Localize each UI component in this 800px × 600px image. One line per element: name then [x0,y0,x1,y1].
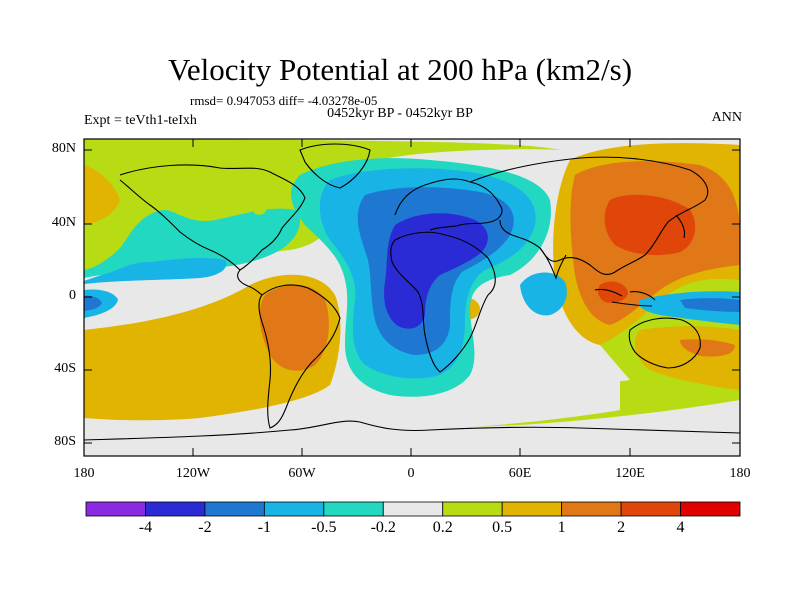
period-label: 0452kyr BP - 0452kyr BP [327,106,473,121]
colorbar-label: -2 [198,519,212,536]
colorbar-swatch [442,501,503,517]
field-small-positive-lake [252,204,266,215]
field-negative-west-pacific-core [84,295,102,311]
field-negative-indian [520,272,567,316]
lon-label-60e: 60E [508,466,532,481]
field-positive-pacific-3 [604,194,696,256]
coast-africa [390,231,496,373]
lon-label-0: 0 [407,466,415,481]
colorbar-swatch [382,501,444,517]
colorbar-swatch [561,501,622,517]
colorbar-swatch [85,501,146,517]
colorbar-label: -0.2 [370,519,396,536]
colorbar-swatch [204,501,265,517]
coast-north-america [119,164,306,296]
coast-japan [675,214,686,239]
lon-label-120e: 120E [615,466,645,481]
experiment-label: Expt = teVth1-teIxh [84,113,197,128]
season-label: ANN [711,110,742,125]
colorbar-swatch [323,501,384,517]
field-negative-4 [384,213,488,329]
field-negative-pacific-core [680,298,740,312]
colorbar [85,501,741,517]
lon-label-60w: 60W [288,466,316,481]
lon-label-180e: 180 [729,466,751,481]
coast-antarctica [84,420,740,441]
coast-asia [469,156,709,275]
colorbar-label: 2 [617,519,626,536]
coast-india [539,247,567,280]
coast-greenland [299,143,371,189]
colorbar-label: -0.5 [311,519,337,536]
coast-australia [628,317,701,369]
coast-south-america [258,284,341,429]
lon-label-180w: 180 [73,466,95,481]
colorbar-label: -1 [257,519,272,536]
lat-label-80s: 80S [54,434,76,449]
field-negative-america-band-1 [84,208,300,278]
coast-europe [394,178,503,231]
colorbar-label: 4 [676,519,685,536]
field-positive-samerica-2 [259,284,329,371]
coast-indonesia [594,288,656,307]
map-title: Velocity Potential at 200 hPa (km2/s) [167,52,633,87]
colorbar-label: 1 [557,519,566,536]
colorbar-swatch [145,501,206,517]
lon-label-120w: 120W [175,466,211,481]
colorbar-label: -4 [138,519,153,536]
colorbar-swatch [501,501,563,517]
colorbar-swatch [680,501,741,517]
stats-line: rmsd= 0.947053 diff= -4.03278e-05 [190,93,378,108]
field-layer [84,139,740,456]
lat-label-40s: 40S [54,361,76,376]
colorbar-swatch [263,501,325,517]
colorbar-label: 0.5 [492,519,513,536]
coastlines [84,143,740,441]
field-positive-west-edge [84,165,120,225]
field-negative-america-band-2 [84,257,227,284]
axis-ticks [83,139,741,456]
colorbar-label: 0.2 [432,519,453,536]
lat-label-40n: 40N [51,215,76,230]
lat-label-0: 0 [69,288,76,303]
lat-label-80n: 80N [51,141,76,156]
colorbar-swatch [620,501,681,517]
field-positive-south-pacific-2 [680,339,735,357]
